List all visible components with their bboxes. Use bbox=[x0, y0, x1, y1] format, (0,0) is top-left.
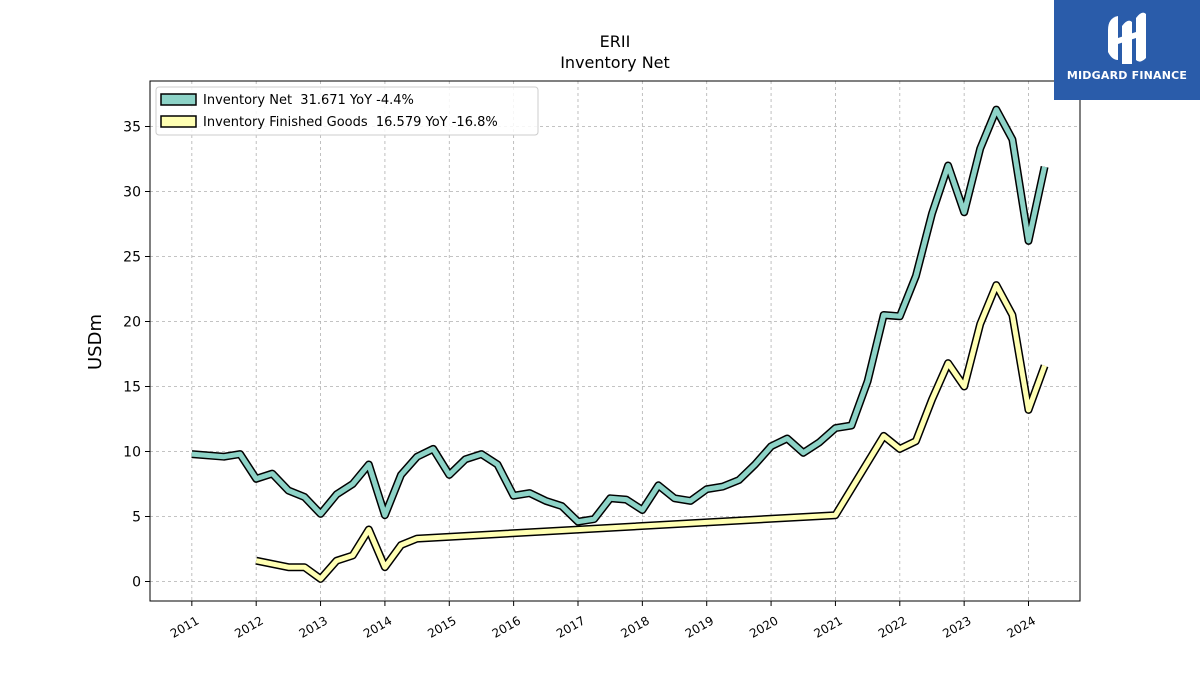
x-tick-label: 2017 bbox=[554, 613, 587, 640]
chart-title: ERII bbox=[600, 32, 631, 51]
x-tick-label: 2022 bbox=[876, 613, 909, 640]
x-tick-label: 2014 bbox=[361, 613, 394, 640]
series-line-outline bbox=[255, 281, 1049, 583]
series-0 bbox=[191, 105, 1049, 526]
x-tick-label: 2019 bbox=[683, 613, 716, 640]
x-tick-label: 2012 bbox=[232, 613, 265, 640]
logo-mark-icon bbox=[1108, 12, 1146, 65]
x-tick-label: 2020 bbox=[747, 613, 780, 640]
grid-layer bbox=[150, 81, 1080, 601]
series-line bbox=[255, 282, 1047, 582]
y-tick-label: 30 bbox=[123, 185, 141, 201]
x-tick-label: 2015 bbox=[425, 613, 458, 640]
y-tick-label: 15 bbox=[123, 380, 141, 396]
y-tick-label: 5 bbox=[132, 510, 141, 526]
plot-frame bbox=[149, 80, 1081, 602]
x-tick-label: 2024 bbox=[1005, 613, 1038, 640]
x-tick-label: 2018 bbox=[618, 613, 651, 640]
legend-swatch-finished-goods bbox=[160, 115, 197, 128]
x-tick-label: 2011 bbox=[168, 613, 201, 640]
x-axis-ticks: 2011 2012 2013 2014 2015 2016 2017 2018 2019 2020… bbox=[168, 601, 1038, 641]
series-layer bbox=[191, 105, 1049, 583]
y-tick-label: 25 bbox=[123, 250, 141, 266]
x-tick-label: 2013 bbox=[297, 613, 330, 640]
logo-text: MIDGARD FINANCE bbox=[1066, 69, 1188, 82]
y-tick-label: 20 bbox=[123, 315, 141, 331]
x-tick-label: 2021 bbox=[811, 613, 844, 640]
series-line bbox=[191, 107, 1048, 525]
series-line-outline bbox=[191, 105, 1049, 526]
y-tick-label: 35 bbox=[123, 120, 141, 136]
y-tick-label: 0 bbox=[132, 575, 141, 591]
y-axis-label: USDm bbox=[85, 314, 106, 370]
series-1 bbox=[255, 281, 1049, 583]
y-tick-label: 10 bbox=[123, 445, 141, 461]
legend-box bbox=[155, 86, 539, 136]
chart-subtitle: Inventory Net bbox=[560, 53, 670, 72]
midgard-finance-logo: MIDGARD FINANCE bbox=[1054, 0, 1200, 100]
x-tick-label: 2016 bbox=[490, 613, 523, 640]
legend-swatch-inventory-net bbox=[160, 93, 197, 106]
y-axis-ticks: 0 5 10 15 20 25 30 35 bbox=[123, 120, 150, 591]
legend: Inventory Net 31.671 YoY -4.4% Inventory… bbox=[155, 86, 539, 136]
legend-label-finished-goods: Inventory Finished Goods 16.579 YoY -16.… bbox=[203, 115, 498, 130]
legend-label-inventory-net: Inventory Net 31.671 YoY -4.4% bbox=[203, 93, 414, 108]
x-tick-label: 2023 bbox=[940, 613, 973, 640]
